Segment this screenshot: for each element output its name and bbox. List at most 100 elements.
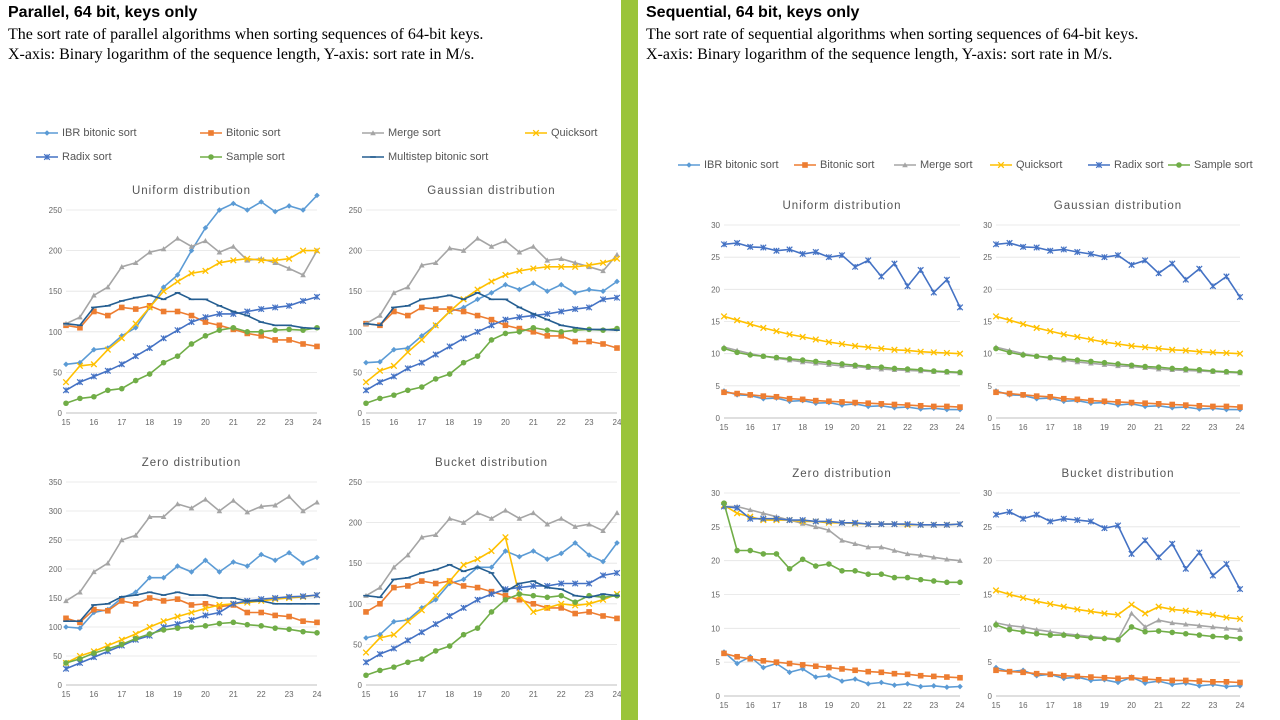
legend-label: IBR bitonic sort <box>62 127 137 139</box>
data-point-quick <box>362 378 370 386</box>
x-tick-label: 16 <box>1019 701 1028 710</box>
series-radix <box>992 508 1244 593</box>
data-point-sample <box>446 643 453 649</box>
data-point-radix <box>376 650 384 658</box>
data-point-radix <box>930 521 938 529</box>
data-point-radix <box>132 352 139 360</box>
x-tick-label: 16 <box>89 418 98 427</box>
data-point-bitonic <box>865 668 872 675</box>
legend-symbol <box>686 162 692 168</box>
y-tick-label: 10 <box>711 350 720 359</box>
x-tick-label: 20 <box>201 418 210 427</box>
data-point-bitonic <box>799 396 806 403</box>
data-point-bitonic <box>516 596 523 603</box>
data-point-radix <box>917 521 924 529</box>
legend-item-merge: Merge sort <box>894 159 973 171</box>
data-point-radix <box>1141 257 1149 264</box>
data-point-quick <box>786 331 793 338</box>
data-point-bitonic <box>544 333 551 339</box>
data-point-ibr <box>812 674 819 680</box>
data-point-bitonic <box>1101 398 1108 405</box>
x-tick-label: 22 <box>557 690 566 699</box>
y-tick-label: 0 <box>58 409 63 418</box>
data-point-bitonic <box>132 601 139 607</box>
data-point-ibr <box>230 559 237 565</box>
data-point-ibr <box>544 556 551 562</box>
y-tick-label: 200 <box>49 565 63 574</box>
data-point-bitonic <box>314 343 320 350</box>
data-point-bitonic <box>930 673 937 680</box>
data-point-sample <box>891 365 898 372</box>
data-point-ibr <box>544 288 551 294</box>
data-point-radix <box>76 378 84 386</box>
data-point-quick <box>1074 606 1081 613</box>
legend-item-bitonic: Bitonic sort <box>200 127 280 139</box>
data-point-radix <box>613 569 621 577</box>
data-point-ibr <box>91 346 97 353</box>
data-point-merge <box>91 292 97 298</box>
data-point-bitonic <box>904 402 911 408</box>
data-point-sample <box>1115 637 1121 643</box>
data-point-ibr <box>160 574 167 581</box>
y-tick-label: 150 <box>49 287 63 296</box>
data-point-merge <box>488 243 495 249</box>
x-tick-label: 15 <box>62 418 71 427</box>
data-point-ibr <box>216 569 223 575</box>
data-point-merge <box>188 505 195 511</box>
series-bitonic <box>721 389 963 410</box>
data-point-bitonic <box>91 308 97 315</box>
y-tick-label: 5 <box>988 658 993 667</box>
data-point-ibr <box>418 605 425 611</box>
legend-item-multistep: Multistep bitonic sort <box>362 151 488 163</box>
x-tick-label: 20 <box>851 423 860 432</box>
data-point-sample <box>230 324 237 331</box>
data-point-quick <box>825 338 833 346</box>
data-point-quick <box>104 346 112 353</box>
data-point-merge <box>1033 626 1040 632</box>
data-point-sample <box>747 547 754 554</box>
data-point-sample <box>1020 628 1026 635</box>
data-point-radix <box>244 308 251 315</box>
data-point-quick <box>1128 601 1135 608</box>
x-tick-label: 16 <box>89 690 98 699</box>
data-point-bitonic <box>891 670 898 677</box>
data-point-bitonic <box>773 659 780 665</box>
x-tick-label: 24 <box>956 701 965 710</box>
legend-symbol <box>208 154 214 160</box>
data-point-sample <box>904 366 911 372</box>
data-point-merge <box>300 272 306 278</box>
y-tick-label: 30 <box>711 489 720 498</box>
data-point-sample <box>558 592 565 599</box>
y-tick-label: 10 <box>711 624 720 633</box>
legend-marker-quick <box>990 161 1012 169</box>
data-point-quick <box>1006 316 1013 324</box>
data-point-quick <box>516 267 523 275</box>
data-point-sample <box>878 571 885 577</box>
data-point-merge <box>1155 617 1162 623</box>
legend-marker-bitonic <box>794 162 816 168</box>
data-point-ibr <box>202 225 209 231</box>
data-point-sample <box>502 330 509 337</box>
data-point-radix <box>799 516 806 524</box>
data-point-sample <box>63 660 69 666</box>
data-point-sample <box>1155 628 1162 634</box>
data-point-bitonic <box>786 660 793 667</box>
data-point-bitonic <box>747 392 754 398</box>
data-point-quick <box>446 577 453 585</box>
x-tick-label: 22 <box>557 418 566 427</box>
y-tick-label: 50 <box>353 368 362 377</box>
data-point-ibr <box>405 345 411 351</box>
data-point-radix <box>1223 273 1230 280</box>
data-point-ibr <box>460 576 467 583</box>
series-quick <box>362 533 621 656</box>
data-point-sample <box>391 392 397 398</box>
data-point-merge <box>314 499 320 505</box>
data-point-bitonic <box>488 316 495 323</box>
x-tick-label: 23 <box>1208 701 1217 710</box>
data-point-radix <box>1182 565 1190 573</box>
series-radix <box>362 569 621 666</box>
data-point-sample <box>432 376 439 382</box>
data-point-quick <box>90 361 98 368</box>
data-point-merge <box>244 509 251 515</box>
data-point-bitonic <box>917 672 924 679</box>
